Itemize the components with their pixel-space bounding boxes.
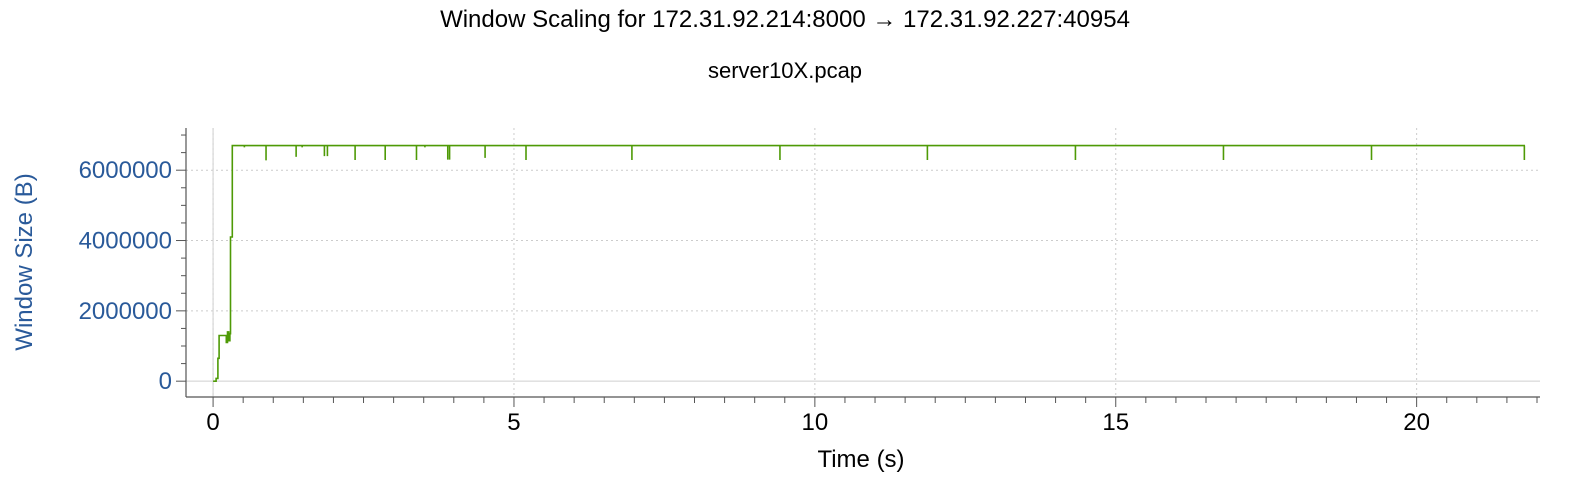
- x-tick-label: 5: [507, 409, 520, 436]
- y-axis-label: Window Size (B): [11, 173, 38, 350]
- y-tick-label: 6000000: [79, 157, 172, 184]
- chart-subtitle: server10X.pcap: [707, 58, 863, 83]
- chart-title: Window Scaling for 172.31.92.214:8000 → …: [440, 6, 1130, 33]
- y-tick-label: 0: [159, 368, 172, 395]
- y-tick-label: 4000000: [79, 228, 172, 255]
- grid-lines: [186, 128, 1540, 397]
- x-tick-label: 0: [206, 409, 219, 436]
- series-layer: [213, 144, 1526, 383]
- window-size-line: [213, 144, 1525, 383]
- tick-labels: 0 5 10 15 20 0 2000000 4000000 6000000: [79, 157, 1430, 436]
- x-tick-label: 15: [1102, 409, 1129, 436]
- x-tick-label: 10: [802, 409, 829, 436]
- x-axis-label: Time (s): [817, 446, 904, 473]
- axes: [176, 128, 1540, 407]
- y-tick-label: 2000000: [79, 298, 172, 325]
- x-tick-label: 20: [1403, 409, 1430, 436]
